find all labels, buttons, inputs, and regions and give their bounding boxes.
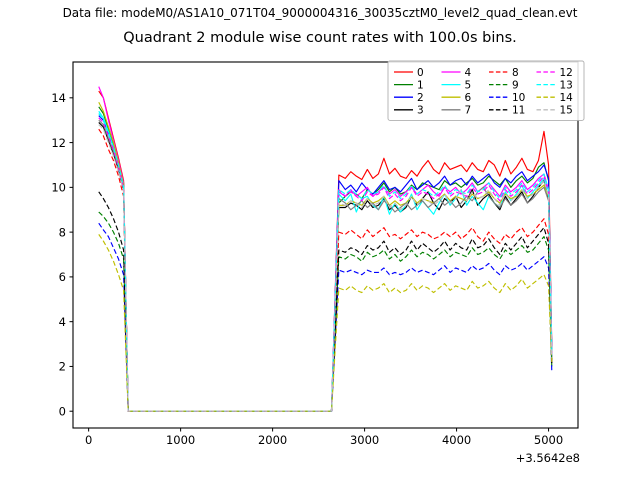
series-line-1 <box>98 106 553 412</box>
legend-label-6[interactable]: 6 <box>465 92 472 104</box>
legend-label-7[interactable]: 7 <box>465 105 472 117</box>
x-tick-label: 4000 <box>442 433 471 447</box>
y-tick-label: 4 <box>59 315 66 329</box>
series-line-9 <box>98 211 553 412</box>
legend-label-13[interactable]: 13 <box>560 79 573 91</box>
y-tick-label: 6 <box>59 270 66 284</box>
plot-title: Quadrant 2 module wise count rates with … <box>123 30 517 46</box>
series-line-14 <box>98 234 553 412</box>
series-line-7 <box>98 119 553 412</box>
legend-label-0[interactable]: 0 <box>417 67 424 79</box>
legend-label-8[interactable]: 8 <box>512 67 519 79</box>
series-line-15 <box>98 124 553 412</box>
series-line-11 <box>98 191 553 412</box>
y-tick-label: 2 <box>59 360 66 374</box>
legend-label-2[interactable]: 2 <box>417 92 424 104</box>
legend-label-15[interactable]: 15 <box>560 105 573 117</box>
legend-label-1[interactable]: 1 <box>417 79 424 91</box>
x-tick-label: 3000 <box>350 433 379 447</box>
series-line-5 <box>98 110 553 412</box>
data-file-suptitle: Data file: modeM0/AS1A10_071T04_90000043… <box>62 6 578 20</box>
series-line-3 <box>98 122 553 412</box>
legend-label-5[interactable]: 5 <box>465 79 472 91</box>
x-tick-label: 0 <box>85 433 92 447</box>
series-layer <box>98 86 553 412</box>
y-tick-label: 0 <box>59 404 66 418</box>
x-tick-label: 1000 <box>166 433 195 447</box>
series-line-12 <box>98 117 553 412</box>
x-tick-label: 5000 <box>534 433 563 447</box>
y-tick-label: 14 <box>51 91 66 105</box>
legend-label-11[interactable]: 11 <box>512 105 525 117</box>
y-tick-label: 8 <box>59 225 66 239</box>
legend-label-9[interactable]: 9 <box>512 79 519 91</box>
x-tick-label: 2000 <box>258 433 287 447</box>
series-line-4 <box>98 86 553 412</box>
axes-spines <box>72 61 579 429</box>
legend-label-4[interactable]: 4 <box>465 67 472 79</box>
legend-label-12[interactable]: 12 <box>560 67 573 79</box>
series-line-13 <box>98 113 553 412</box>
series-line-2 <box>98 115 553 412</box>
y-tick-label: 12 <box>51 136 66 150</box>
legend-label-3[interactable]: 3 <box>417 105 424 117</box>
legend-label-10[interactable]: 10 <box>512 92 525 104</box>
legend-label-14[interactable]: 14 <box>560 92 574 104</box>
x-axis-offset-label: +3.5642e8 <box>516 451 580 465</box>
legend-box <box>387 60 585 121</box>
series-line-6 <box>98 102 553 412</box>
axes-layer: 0 1000 2000 3000 4000 500002468101214+3.5642e… <box>51 61 580 465</box>
series-line-10 <box>98 222 553 412</box>
y-tick-label: 10 <box>51 181 66 195</box>
